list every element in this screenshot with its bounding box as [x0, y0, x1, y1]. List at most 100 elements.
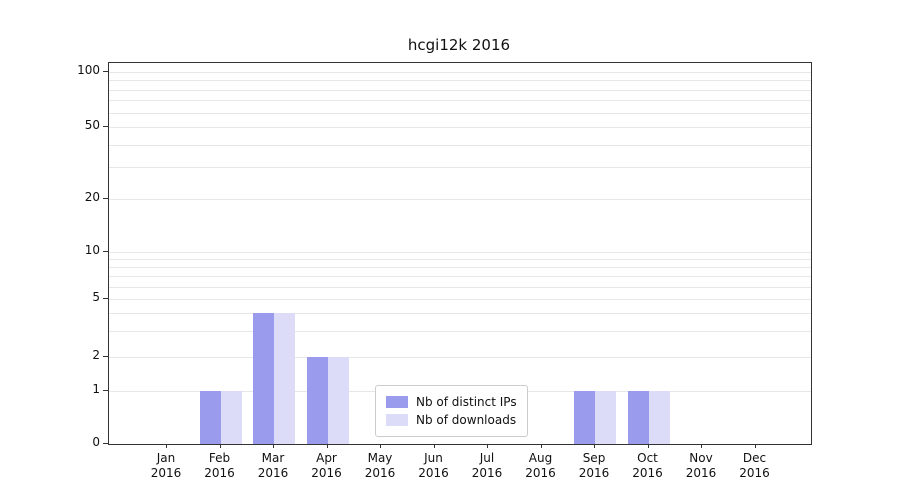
x-tick-month: Sep: [582, 451, 606, 465]
x-tick-month: Jul: [479, 451, 495, 465]
y-tick-mark: [103, 251, 108, 252]
x-tick-month: Oct: [637, 451, 658, 465]
x-tick-month: May: [367, 451, 393, 465]
x-tick-label: Oct 2016: [616, 451, 680, 481]
y-tick-mark: [103, 198, 108, 199]
y-tick-mark: [103, 356, 108, 357]
x-tick-year: 2016: [739, 466, 770, 480]
x-tick-mark: [433, 444, 435, 448]
bar-downloads-sep: [595, 391, 616, 444]
y-tick-mark: [103, 126, 108, 127]
x-tick-year: 2016: [578, 466, 610, 480]
y-tick-mark: [103, 443, 108, 444]
legend-label-distinct-ips: Nb of distinct IPs: [416, 395, 517, 409]
gridline: [109, 144, 811, 146]
y-tick-label: 10: [84, 243, 100, 257]
x-tick-year: 2016: [632, 466, 663, 480]
bar-downloads-oct: [648, 391, 670, 444]
gridline: [109, 259, 811, 261]
bar-distinct-ips-feb: [199, 391, 221, 444]
gridline: [109, 357, 811, 358]
x-tick-month: Jan: [156, 451, 176, 465]
x-tick-mark: [219, 444, 221, 448]
gridline: [109, 313, 811, 315]
plot-area: Nb of distinct IPs Nb of downloads: [108, 62, 812, 445]
y-tick-label: 100: [77, 63, 100, 77]
x-tick-mark: [540, 444, 542, 448]
x-tick-month: Nov: [689, 451, 713, 465]
x-tick-label: Jul 2016: [455, 451, 519, 481]
bar-downloads-mar: [274, 313, 295, 444]
y-tick-mark: [103, 71, 108, 72]
x-tick-label: Apr 2016: [295, 451, 359, 481]
x-tick-label: Mar 2016: [241, 451, 305, 481]
bar-downloads-feb: [220, 391, 242, 444]
y-tick-label: 50: [84, 118, 100, 132]
x-tick-label: Aug 2016: [509, 451, 573, 481]
x-tick-label: Sep 2016: [562, 451, 626, 481]
chart-title: hcgi12k 2016: [407, 36, 511, 54]
legend-label-downloads: Nb of downloads: [416, 413, 517, 427]
x-tick-month: Jun: [424, 451, 443, 465]
gridline: [109, 72, 811, 73]
gridline: [109, 331, 811, 333]
legend: Nb of distinct IPs Nb of downloads: [375, 385, 528, 437]
y-tick-mark: [103, 390, 108, 391]
x-tick-year: 2016: [311, 466, 342, 480]
x-tick-mark: [380, 444, 381, 448]
gridline: [109, 199, 811, 200]
gridline: [109, 80, 811, 82]
x-tick-label: Jan 2016: [134, 451, 198, 481]
x-tick-label: Feb 2016: [188, 451, 252, 481]
x-tick-month: Feb: [208, 451, 231, 465]
y-tick-label: 0: [92, 435, 100, 449]
x-tick-mark: [166, 444, 167, 448]
bar-distinct-ips-apr: [306, 357, 328, 444]
x-tick-month: Mar: [261, 451, 285, 465]
bar-downloads-apr: [327, 357, 349, 444]
bar-distinct-ips-oct: [627, 391, 649, 444]
x-tick-year: 2016: [418, 466, 449, 480]
gridline: [109, 100, 811, 102]
x-tick-label: May 2016: [348, 451, 412, 481]
legend-swatch-distinct-ips: [386, 396, 408, 408]
x-tick-mark: [754, 444, 756, 448]
x-tick-year: 2016: [257, 466, 289, 480]
x-tick-year: 2016: [525, 466, 556, 480]
x-tick-label: Jun 2016: [402, 451, 466, 481]
bar-distinct-ips-sep: [574, 391, 595, 444]
x-tick-month: Aug: [528, 451, 553, 465]
bar-distinct-ips-mar: [253, 313, 274, 444]
x-tick-mark: [647, 444, 649, 448]
x-tick-year: 2016: [204, 466, 235, 480]
gridline: [109, 276, 811, 278]
y-tick-mark: [103, 298, 108, 299]
gridline: [109, 112, 811, 114]
y-tick-label: 20: [84, 190, 100, 204]
legend-swatch-downloads: [386, 414, 408, 426]
gridline: [109, 267, 811, 269]
x-tick-year: 2016: [364, 466, 396, 480]
x-tick-mark: [594, 444, 595, 448]
x-tick-month: Apr: [316, 451, 337, 465]
x-tick-label: Dec 2016: [723, 451, 787, 481]
y-tick-label: 2: [92, 348, 100, 362]
legend-item-downloads: Nb of downloads: [386, 411, 517, 429]
x-tick-label: Nov 2016: [669, 451, 733, 481]
gridline: [109, 299, 811, 300]
x-tick-month: Dec: [742, 451, 767, 465]
gridline: [109, 89, 811, 91]
x-tick-year: 2016: [685, 466, 717, 480]
x-tick-mark: [487, 444, 488, 448]
gridline: [109, 286, 811, 288]
x-tick-year: 2016: [471, 466, 503, 480]
x-tick-year: 2016: [150, 466, 182, 480]
x-tick-mark: [326, 444, 328, 448]
y-tick-label: 5: [92, 290, 100, 304]
gridline: [109, 167, 811, 169]
x-tick-mark: [273, 444, 274, 448]
gridline: [109, 252, 811, 253]
gridline: [109, 127, 811, 128]
x-tick-mark: [701, 444, 702, 448]
